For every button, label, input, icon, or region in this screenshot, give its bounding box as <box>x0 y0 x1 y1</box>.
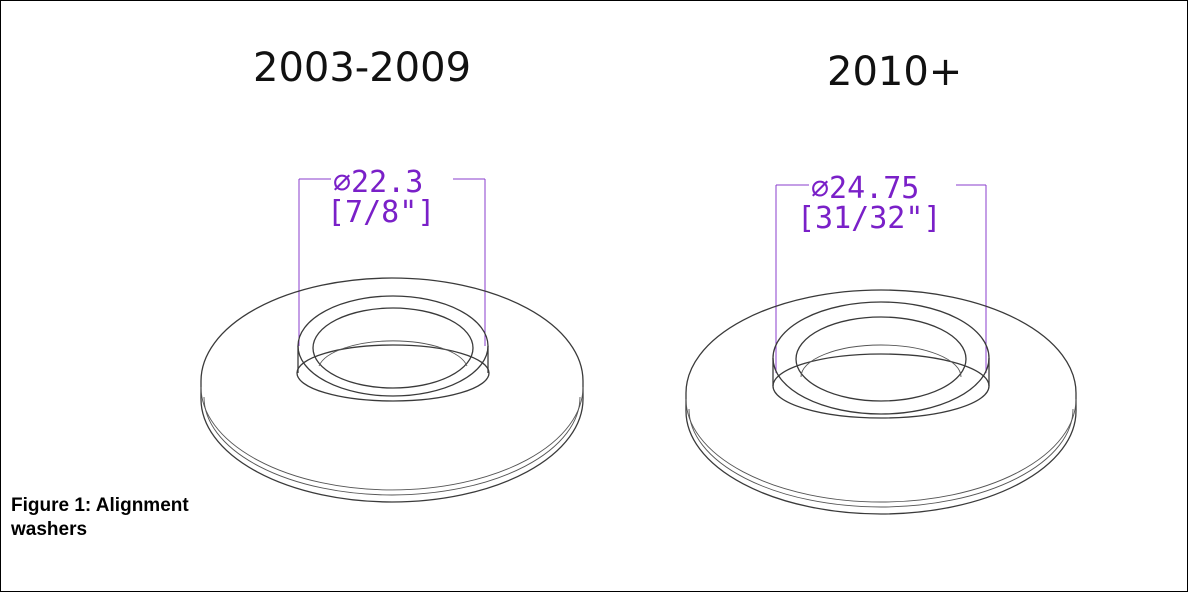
washer-collar <box>296 295 490 402</box>
washer-collar <box>772 301 990 419</box>
washer-2010-plus: 2010+ ∅24.75 [31/32"] <box>685 49 1077 515</box>
dimension-mm: ∅22.3 <box>333 165 423 200</box>
washer-2003-2009: 2003-2009 ∅22.3 [7/8"] <box>200 45 584 503</box>
dimension-inch: [31/32"] <box>797 201 942 236</box>
washer-base <box>685 289 1077 515</box>
caption-line: washers <box>11 519 88 540</box>
dimension-inch: [7/8"] <box>327 195 435 230</box>
washer-base <box>200 277 584 503</box>
caption-line: Figure 1: Alignment <box>11 495 189 516</box>
washer-title: 2010+ <box>827 49 962 95</box>
dimension-lines <box>775 184 987 373</box>
dimension-lines <box>298 178 486 346</box>
dimension-mm: ∅24.75 <box>811 171 919 206</box>
figure-caption: Figure 1: Alignment washers <box>11 494 311 542</box>
washer-title: 2003-2009 <box>253 45 471 91</box>
